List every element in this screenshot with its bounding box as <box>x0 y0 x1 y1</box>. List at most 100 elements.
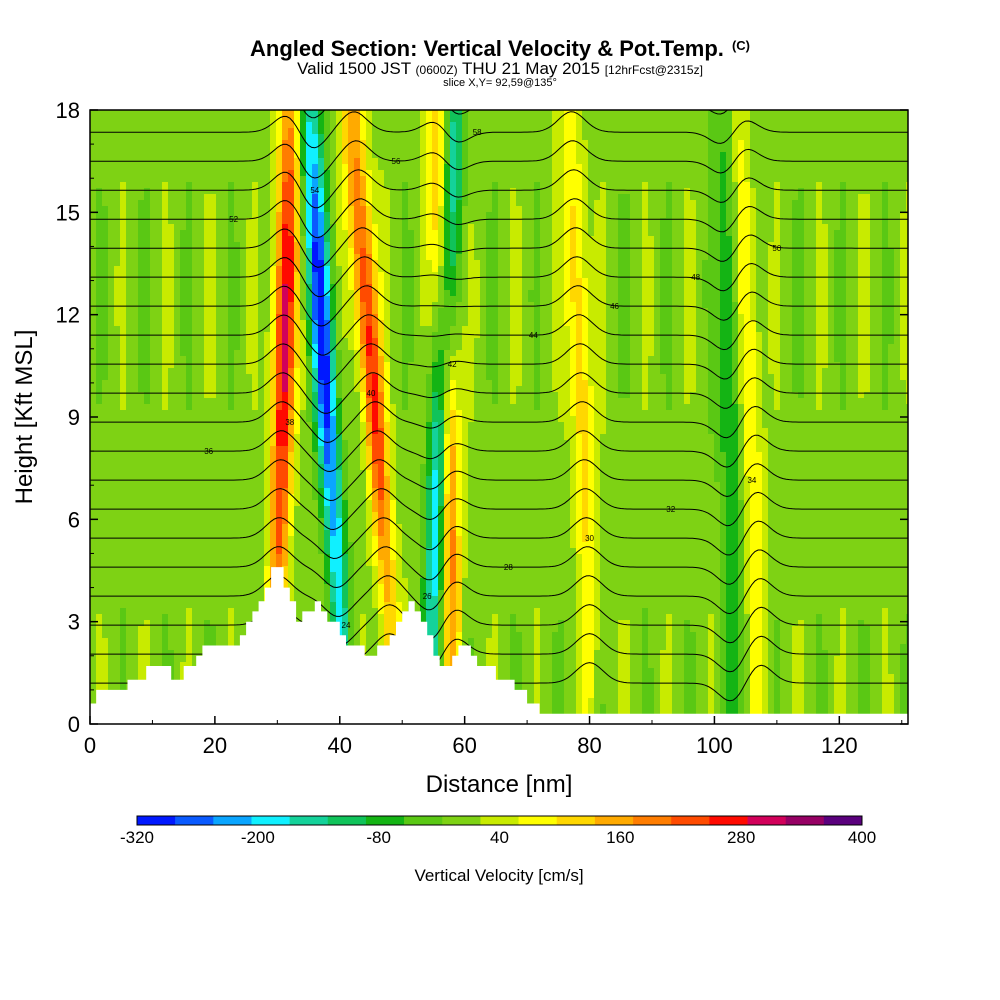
velocity-cell <box>618 152 625 159</box>
velocity-cell <box>342 284 349 291</box>
velocity-cell <box>630 320 637 327</box>
velocity-cell <box>612 122 619 129</box>
velocity-cell <box>288 272 295 279</box>
velocity-cell <box>570 116 577 123</box>
velocity-cell <box>870 308 877 315</box>
velocity-cell <box>366 164 373 171</box>
velocity-cell <box>372 266 379 273</box>
velocity-cell <box>384 152 391 159</box>
velocity-cell <box>888 290 895 297</box>
velocity-cell <box>630 290 637 297</box>
velocity-cell <box>264 194 271 201</box>
velocity-cell <box>486 236 493 243</box>
velocity-cell <box>210 218 217 225</box>
velocity-cell <box>390 152 397 159</box>
velocity-cell <box>594 236 601 243</box>
velocity-cell <box>612 254 619 261</box>
velocity-cell <box>144 164 151 171</box>
velocity-cell <box>654 314 661 321</box>
velocity-cell <box>606 290 613 297</box>
velocity-cell <box>882 122 889 129</box>
velocity-cell <box>138 236 145 243</box>
velocity-cell <box>756 302 763 309</box>
velocity-cell <box>768 320 775 327</box>
velocity-cell <box>480 212 487 219</box>
velocity-cell <box>168 248 175 255</box>
velocity-cell <box>456 206 463 213</box>
velocity-cell <box>792 302 799 309</box>
velocity-cell <box>408 296 415 303</box>
velocity-cell <box>222 164 229 171</box>
velocity-cell <box>606 116 613 123</box>
velocity-cell <box>840 188 847 195</box>
velocity-cell <box>450 254 457 261</box>
velocity-cell <box>240 176 247 183</box>
velocity-cell <box>336 218 343 225</box>
velocity-cell <box>702 164 709 171</box>
velocity-cell <box>894 140 901 147</box>
velocity-cell <box>768 152 775 159</box>
velocity-cell <box>132 296 139 303</box>
velocity-cell <box>210 164 217 171</box>
velocity-cell <box>324 272 331 279</box>
velocity-cell <box>804 314 811 321</box>
velocity-cell <box>882 296 889 303</box>
velocity-cell <box>258 194 265 201</box>
velocity-cell <box>822 314 829 321</box>
velocity-cell <box>762 272 769 279</box>
velocity-cell <box>396 290 403 297</box>
velocity-cell <box>306 122 313 129</box>
velocity-cell <box>222 296 229 303</box>
velocity-cell <box>474 224 481 231</box>
velocity-cell <box>384 320 391 327</box>
velocity-cell <box>732 272 739 279</box>
velocity-cell <box>888 248 895 255</box>
velocity-cell <box>798 284 805 291</box>
velocity-cell <box>198 284 205 291</box>
velocity-cell <box>750 122 757 129</box>
velocity-cell <box>354 176 361 183</box>
velocity-cell <box>558 248 565 255</box>
velocity-cell <box>780 254 787 261</box>
velocity-cell <box>90 116 97 123</box>
velocity-cell <box>498 230 505 237</box>
velocity-cell <box>816 260 823 267</box>
velocity-cell <box>534 296 541 303</box>
velocity-cell <box>396 194 403 201</box>
velocity-cell <box>720 194 727 201</box>
velocity-cell <box>240 278 247 285</box>
velocity-cell <box>852 254 859 261</box>
velocity-cell <box>552 242 559 249</box>
velocity-cell <box>594 242 601 249</box>
velocity-cell <box>570 236 577 243</box>
velocity-cell <box>564 224 571 231</box>
velocity-cell <box>318 218 325 225</box>
velocity-cell <box>762 254 769 261</box>
velocity-cell <box>390 164 397 171</box>
velocity-cell <box>90 110 97 117</box>
velocity-cell <box>906 218 908 225</box>
velocity-cell <box>132 224 139 231</box>
velocity-cell <box>528 218 535 225</box>
velocity-cell <box>192 248 199 255</box>
velocity-cell <box>150 236 157 243</box>
velocity-cell <box>588 110 595 117</box>
velocity-cell <box>312 242 319 249</box>
velocity-cell <box>876 182 883 189</box>
velocity-cell <box>756 296 763 303</box>
velocity-cell <box>234 272 241 279</box>
velocity-cell <box>210 230 217 237</box>
velocity-cell <box>228 212 235 219</box>
velocity-cell <box>138 314 145 321</box>
velocity-cell <box>444 284 451 291</box>
velocity-cell <box>192 308 199 315</box>
velocity-cell <box>558 182 565 189</box>
velocity-cell <box>348 116 355 123</box>
velocity-cell <box>582 188 589 195</box>
velocity-cell <box>870 296 877 303</box>
velocity-cell <box>288 164 295 171</box>
velocity-cell <box>576 152 583 159</box>
velocity-cell <box>744 128 751 135</box>
velocity-cell <box>288 242 295 249</box>
velocity-cell <box>102 110 109 117</box>
